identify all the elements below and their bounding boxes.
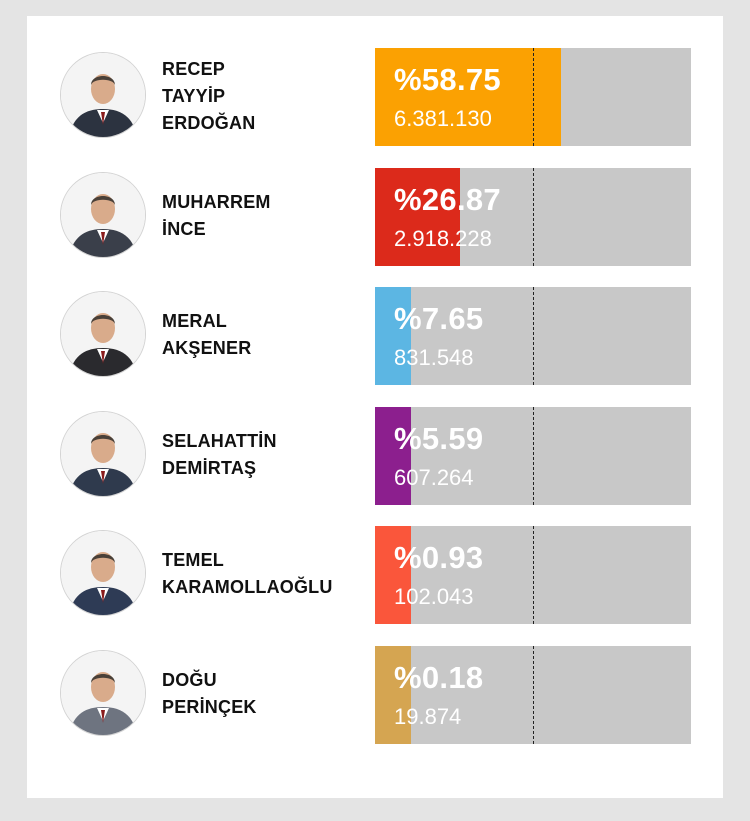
- portrait-icon: [60, 171, 146, 258]
- candidate-name: MUHARREM İNCE: [162, 168, 362, 264]
- votes-label: 2.918.228: [394, 225, 492, 251]
- majority-line: [533, 526, 534, 625]
- candidate-name-line: İNCE: [162, 218, 206, 239]
- candidate-name-line: MERAL: [162, 311, 227, 332]
- percent-label: %26.87: [394, 181, 501, 217]
- portrait-icon: [60, 650, 146, 736]
- candidate-name-line: ERDOĞAN: [162, 112, 256, 133]
- candidate-name-line: TAYYİP: [162, 85, 226, 106]
- bar-fill: [375, 526, 412, 625]
- candidate-name-line: DEMİRTAŞ: [162, 457, 257, 478]
- candidate-row: TEMEL KARAMOLLAOĞLU %0.93 102.043: [27, 526, 723, 626]
- candidate-name-line: TEMEL: [162, 550, 224, 571]
- candidate-row: SELAHATTİN DEMİRTAŞ %5.59 607.264: [27, 406, 723, 507]
- candidate-row: DOĞU PERİNÇEK %0.18 19.874: [27, 646, 723, 746]
- candidate-name: RECEP TAYYİP ERDOĞAN: [162, 48, 362, 144]
- percent-label: %5.59: [394, 420, 484, 456]
- percent-label: %0.18: [394, 660, 484, 695]
- candidate-name-line: DOĞU: [162, 670, 217, 690]
- candidate-name-line: RECEP: [162, 58, 226, 79]
- candidate-name-line: PERİNÇEK: [162, 697, 257, 717]
- votes-label: 6.381.130: [394, 106, 492, 131]
- bar-track: %26.87 2.918.228: [375, 167, 691, 266]
- bar-track: %7.65 831.548: [375, 287, 691, 386]
- bar-fill: [375, 167, 460, 266]
- majority-line: [533, 167, 534, 266]
- percent-label: %58.75: [394, 62, 501, 97]
- bar-track: %0.18 19.874: [375, 646, 691, 744]
- bar-fill: [375, 646, 412, 744]
- bar-fill: [375, 406, 412, 505]
- majority-line: [533, 646, 534, 744]
- candidate-name-line: AKŞENER: [162, 338, 252, 359]
- portrait-icon: [60, 410, 146, 497]
- candidate-name-line: MUHARREM: [162, 191, 271, 212]
- results-card: RECEP TAYYİP ERDOĞAN %58.75 6.381.130 MUHARRE…: [27, 16, 723, 798]
- votes-label: 19.874: [394, 704, 462, 729]
- candidate-row: RECEP TAYYİP ERDOĞAN %58.75 6.381.130: [27, 48, 723, 148]
- portrait-icon: [60, 52, 146, 138]
- bar-track: %58.75 6.381.130: [375, 48, 691, 146]
- candidate-name: TEMEL KARAMOLLAOĞLU: [162, 526, 362, 622]
- candidate-name: DOĞU PERİNÇEK: [162, 646, 362, 742]
- votes-label: 607.264: [394, 464, 474, 490]
- majority-line: [533, 287, 534, 386]
- majority-line: [533, 406, 534, 505]
- candidate-row: MERAL AKŞENER %7.65 831.548: [27, 287, 723, 387]
- votes-label: 102.043: [394, 584, 474, 610]
- percent-label: %7.65: [394, 301, 484, 337]
- votes-label: 831.548: [394, 345, 474, 371]
- percent-label: %0.93: [394, 540, 484, 576]
- candidate-name: MERAL AKŞENER: [162, 287, 362, 383]
- majority-line: [533, 48, 534, 146]
- bar-fill: [375, 48, 561, 146]
- candidate-name-line: KARAMOLLAOĞLU: [162, 577, 333, 598]
- candidate-name: SELAHATTİN DEMİRTAŞ: [162, 407, 362, 503]
- bar-track: %5.59 607.264: [375, 406, 691, 505]
- portrait-icon: [60, 291, 146, 378]
- candidate-row: MUHARREM İNCE %26.87 2.918.228: [27, 167, 723, 268]
- portrait-icon: [60, 530, 146, 617]
- bar-track: %0.93 102.043: [375, 526, 691, 625]
- candidate-name-line: SELAHATTİN: [162, 430, 277, 451]
- bar-fill: [375, 287, 412, 386]
